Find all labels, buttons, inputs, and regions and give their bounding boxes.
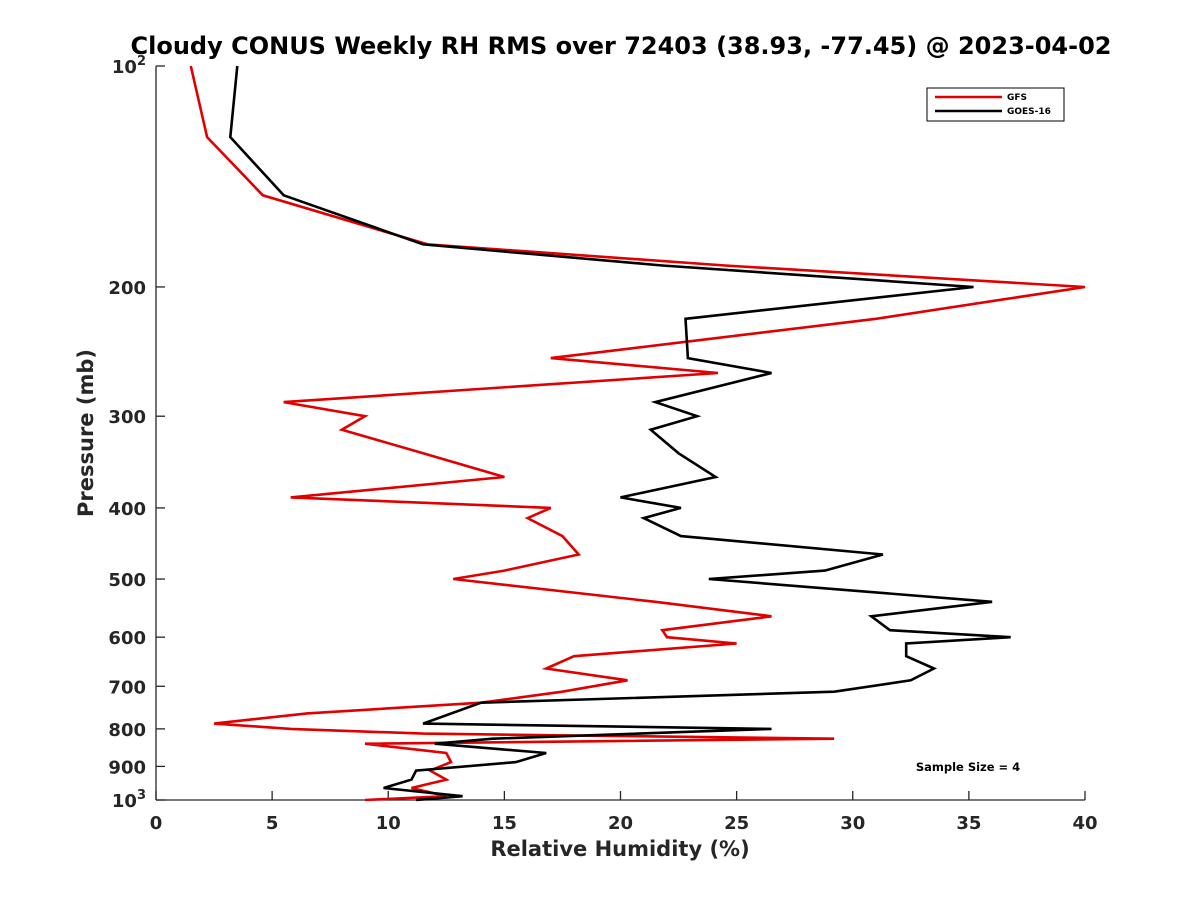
x-axis-ticks: 0 5 10 15 20 25 30 35 40 (150, 791, 1098, 834)
plot-area: 0 5 10 15 20 25 30 35 40 102 200 300 400 500 600 700 80… (108, 54, 1097, 834)
x-tick-label: 10 (376, 813, 401, 834)
legend-label-goes16: GOES-16 (1007, 107, 1051, 117)
sample-size-annotation: Sample Size = 4 (916, 760, 1020, 774)
legend-label-gfs: GFS (1007, 93, 1027, 103)
y-tick-label: 200 (108, 278, 146, 299)
y-axis-label: Pressure (mb) (74, 349, 98, 517)
y-tick-label: 103 (112, 788, 146, 812)
x-tick-label: 15 (492, 813, 517, 834)
x-tick-label: 25 (724, 813, 749, 834)
y-tick-label: 800 (108, 720, 146, 741)
y-tick-label: 600 (108, 628, 146, 649)
legend: GFS GOES-16 (926, 87, 1065, 122)
y-tick-label: 900 (108, 757, 146, 778)
series-lines (189, 65, 1086, 802)
legend-box (926, 87, 1065, 122)
x-axis-label: Relative Humidity (%) (490, 837, 749, 861)
x-tick-label: 35 (956, 813, 981, 834)
chart-title: Cloudy CONUS Weekly RH RMS over 72403 (3… (131, 32, 1112, 60)
x-tick-label: 40 (1072, 813, 1097, 834)
y-axis-ticks: 102 200 300 400 500 600 700 800 900 103 (108, 54, 165, 812)
x-tick-label: 30 (840, 813, 865, 834)
y-tick-label: 400 (108, 499, 146, 520)
x-tick-label: 0 (150, 813, 163, 834)
y-tick-label: 102 (112, 54, 146, 78)
y-tick-label: 700 (108, 677, 146, 698)
x-tick-label: 20 (608, 813, 633, 834)
x-tick-label: 5 (266, 813, 279, 834)
series-line-goes16 (228, 65, 1011, 802)
y-tick-label: 500 (108, 570, 146, 591)
y-tick-label: 300 (108, 407, 146, 428)
